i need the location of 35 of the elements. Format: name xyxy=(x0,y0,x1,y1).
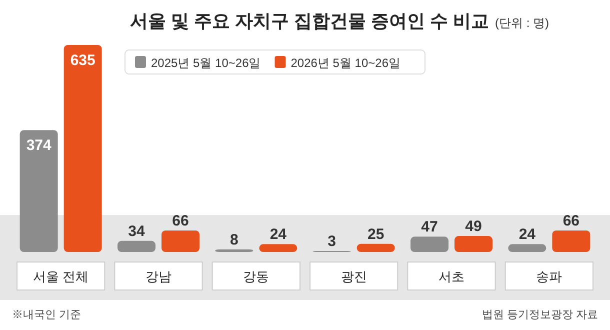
chart-title: 서울 및 주요 자치구 집합건물 증여인 수 비교 xyxy=(130,11,490,31)
x-tick-label: 서초 xyxy=(438,269,464,284)
bar xyxy=(64,45,102,252)
data-label: 34 xyxy=(128,222,146,240)
x-tick-label: 송파 xyxy=(536,269,562,284)
data-label: 8 xyxy=(230,231,238,248)
legend-label: 2025년 5월 10~26일 xyxy=(151,56,261,70)
bar xyxy=(162,230,200,252)
text: 법원 등기정보광장 자료 xyxy=(482,309,598,321)
data-label: 25 xyxy=(367,226,384,243)
bar xyxy=(508,244,546,252)
bar xyxy=(552,230,590,252)
x-tick-label: 서울 전체 xyxy=(33,269,89,284)
data-label: 49 xyxy=(465,218,482,236)
bar xyxy=(215,249,254,252)
x-tick-label: 광진 xyxy=(340,269,367,284)
bar xyxy=(259,244,298,252)
x-tick-label: 강남 xyxy=(146,269,172,284)
bar xyxy=(356,244,395,252)
data-label: 47 xyxy=(421,218,438,236)
text: ※내국인 기준 xyxy=(12,309,82,321)
x-tick-label: 강동 xyxy=(243,269,270,284)
data-label: 635 xyxy=(70,52,96,69)
data-label: 3 xyxy=(328,233,336,250)
bar xyxy=(20,130,58,252)
data-label: 24 xyxy=(270,226,288,244)
data-label: 374 xyxy=(26,137,52,154)
chart-subtitle: (단위 : 명) xyxy=(495,16,550,30)
data-label: 24 xyxy=(518,226,536,244)
bar xyxy=(118,240,156,252)
data-label: 66 xyxy=(172,212,189,230)
bar xyxy=(410,236,448,252)
legend-label: 2026년 5월 10~26일 xyxy=(290,56,400,70)
data-label: 66 xyxy=(562,212,580,230)
bar xyxy=(454,236,492,252)
